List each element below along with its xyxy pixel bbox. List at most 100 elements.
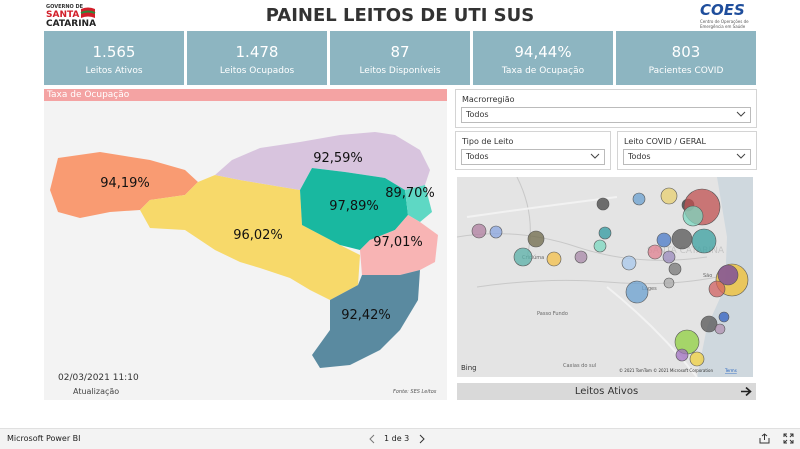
- region[interactable]: [50, 152, 198, 218]
- logo-subtitle: Centro de Operações de Emergência em Saú…: [700, 19, 749, 29]
- bubble[interactable]: [598, 226, 612, 240]
- bubble-map[interactable]: SANTA CATARINA Criciúma Passo Fundo Caxi…: [457, 177, 753, 377]
- bubble[interactable]: [717, 264, 739, 286]
- kpi-label: Taxa de Ocupação: [501, 66, 585, 76]
- bubble[interactable]: [663, 277, 675, 289]
- region[interactable]: [360, 215, 438, 275]
- fullscreen-icon[interactable]: [783, 433, 794, 444]
- share-icon[interactable]: [759, 433, 770, 444]
- dropdown-value: Todos: [628, 152, 651, 161]
- bubble[interactable]: [527, 230, 545, 248]
- app-name: Microsoft Power BI: [7, 434, 81, 443]
- bubble[interactable]: [593, 239, 607, 253]
- map-terms[interactable]: Terms: [724, 368, 737, 373]
- nav-button[interactable]: Leitos Ativos: [457, 383, 756, 400]
- logo-line: GOVERNO DE: [46, 4, 84, 10]
- place-label: SANTA CATARINA: [647, 246, 725, 256]
- dropdown[interactable]: Todos: [461, 149, 605, 165]
- dropdown-value: Todos: [466, 110, 489, 119]
- arrow-icon: [741, 387, 752, 396]
- region[interactable]: [405, 185, 432, 222]
- filter-label: Leito COVID / GERAL: [624, 137, 706, 146]
- bubble[interactable]: [489, 225, 503, 239]
- bubble[interactable]: [675, 348, 689, 362]
- region[interactable]: [300, 168, 408, 250]
- kpi-label: Leitos Ocupados: [219, 66, 295, 76]
- kpi-value: 1.565: [92, 43, 136, 61]
- kpi-card: 803 Pacientes COVID: [616, 31, 756, 85]
- logo-line: CATARINA: [46, 19, 97, 29]
- kpi-label: Pacientes COVID: [648, 66, 724, 76]
- bubble[interactable]: [714, 323, 726, 335]
- update-label: Atualização: [73, 387, 120, 396]
- region[interactable]: [312, 270, 420, 368]
- kpi-value: 94,44%: [514, 43, 572, 61]
- kpi-value: 1.478: [235, 43, 279, 61]
- place-label: Criciúma: [522, 254, 544, 261]
- filter[interactable]: Leito COVID / GERAL Todos: [617, 131, 757, 170]
- bubble[interactable]: [574, 250, 588, 264]
- logo-line: SANTA: [46, 10, 80, 20]
- bubble[interactable]: [621, 255, 637, 271]
- map-copyright: © 2021 TomTom © 2021 Microsoft Corporati…: [619, 368, 714, 373]
- place-label: Caxias do sul: [563, 363, 596, 369]
- bubble[interactable]: [656, 232, 672, 248]
- bubble[interactable]: [718, 311, 730, 323]
- region-map[interactable]: 94,19% 96,02% 92,59% 97,89% 89,70% 97,01…: [44, 101, 447, 400]
- prev-page[interactable]: [368, 434, 376, 444]
- bubble[interactable]: [546, 251, 562, 267]
- region[interactable]: [215, 132, 430, 190]
- source: Fonte: SES Leitos: [393, 389, 437, 395]
- update-time: 02/03/2021 11:10: [58, 373, 139, 383]
- region-label: 97,01%: [373, 235, 423, 250]
- bubble[interactable]: [671, 228, 693, 250]
- kpi-value: 87: [390, 43, 410, 61]
- region-label: 94,19%: [100, 176, 150, 191]
- place-label: Lages: [642, 286, 657, 292]
- bubble[interactable]: [662, 250, 676, 264]
- region-label: 89,70%: [385, 186, 435, 201]
- kpi-card: 1.478 Leitos Ocupados: [187, 31, 327, 85]
- dropdown[interactable]: Todos: [461, 107, 751, 123]
- region-label: 92,59%: [313, 151, 363, 166]
- bubble[interactable]: [700, 315, 718, 333]
- bubble[interactable]: [682, 205, 704, 227]
- filter-label: Macrorregião: [462, 95, 515, 104]
- footer-bar: Microsoft Power BI 1 de 3: [0, 428, 800, 449]
- logo-right: COES Centro de Operações de Emergência e…: [700, 1, 760, 30]
- dropdown-value: Todos: [466, 152, 489, 161]
- filter-label: Tipo de Leito: [462, 137, 514, 146]
- map-provider: Bing: [461, 364, 477, 372]
- filter[interactable]: Tipo de Leito Todos: [455, 131, 611, 170]
- bubble[interactable]: [647, 244, 663, 260]
- region-label: 96,02%: [233, 228, 283, 243]
- kpi-label: Leitos Ativos: [85, 66, 143, 76]
- region-label: 92,42%: [341, 308, 391, 323]
- bubble[interactable]: [689, 351, 705, 367]
- kpi-card: 1.565 Leitos Ativos: [44, 31, 184, 85]
- bubble[interactable]: [708, 280, 726, 298]
- logo-flag: [80, 7, 96, 18]
- filter[interactable]: Macrorregião Todos: [455, 89, 757, 128]
- bubble[interactable]: [660, 187, 678, 205]
- logo-name: COES: [700, 1, 745, 19]
- kpi-card: 94,44% Taxa de Ocupação: [473, 31, 613, 85]
- dropdown[interactable]: Todos: [623, 149, 751, 165]
- bubble[interactable]: [632, 192, 646, 206]
- region-label: 97,89%: [329, 199, 379, 214]
- next-page[interactable]: [418, 434, 426, 444]
- bubble[interactable]: [668, 262, 682, 276]
- page-indicator: 1 de 3: [384, 434, 410, 443]
- place-label: São: [703, 273, 712, 279]
- kpi-card: 87 Leitos Disponíveis: [330, 31, 470, 85]
- region[interactable]: [140, 175, 360, 300]
- bubble[interactable]: [691, 228, 717, 254]
- bubble[interactable]: [596, 197, 610, 211]
- chevron: [736, 153, 746, 159]
- kpi-value: 803: [671, 43, 701, 61]
- bubble[interactable]: [625, 280, 649, 304]
- bubble[interactable]: [513, 247, 533, 267]
- bubble[interactable]: [471, 223, 487, 239]
- kpi-label: Leitos Disponíveis: [359, 66, 441, 76]
- page-title: PAINEL LEITOS DE UTI SUS: [265, 5, 535, 26]
